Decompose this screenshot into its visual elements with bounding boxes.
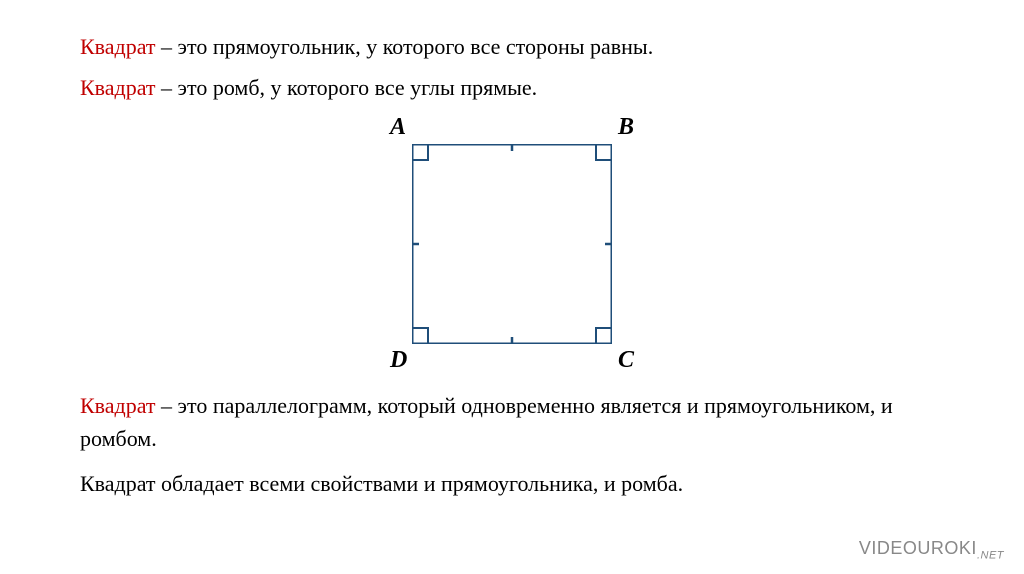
square-diagram: A B C D — [352, 114, 672, 374]
definition-4: Квадрат обладает всеми свойствами и прям… — [80, 467, 944, 500]
square-svg — [412, 144, 612, 344]
vertex-label-a: A — [390, 114, 406, 141]
vertex-label-c: C — [618, 347, 634, 374]
def4-text: Квадрат обладает всеми свойствами и прям… — [80, 471, 683, 496]
diagram-container: A B C D — [80, 114, 944, 374]
definition-1: Квадрат – это прямоугольник, у которого … — [80, 30, 944, 63]
term-1: Квадрат — [80, 34, 156, 59]
term-3: Квадрат — [80, 393, 156, 418]
definition-2: Квадрат – это ромб, у которого все углы … — [80, 71, 944, 104]
vertex-label-d: D — [390, 347, 407, 374]
vertex-label-b: B — [618, 114, 634, 141]
term-2: Квадрат — [80, 75, 156, 100]
watermark-suffix: .NET — [977, 550, 1004, 562]
definition-3: Квадрат – это параллелограмм, который од… — [80, 389, 944, 455]
watermark-main: VIDEOUROKI — [859, 538, 977, 558]
def3-text: – это параллелограмм, который одновремен… — [80, 393, 893, 451]
watermark: VIDEOUROKI.NET — [859, 538, 1004, 562]
def2-text: – это ромб, у которого все углы прямые. — [156, 75, 538, 100]
def1-text: – это прямоугольник, у которого все стор… — [156, 34, 654, 59]
